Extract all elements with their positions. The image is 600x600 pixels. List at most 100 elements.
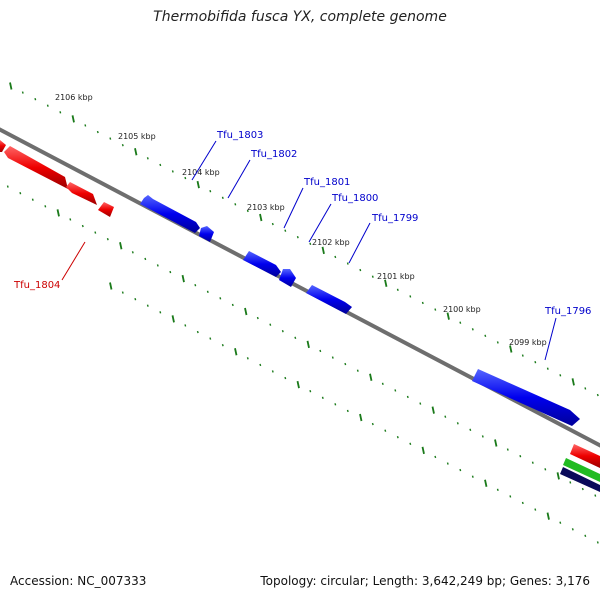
tick-mark bbox=[356, 369, 359, 372]
forward-genes bbox=[140, 195, 580, 426]
gene-arrow-tfu-1796[interactable] bbox=[472, 369, 580, 426]
gene-label-tfu-1796[interactable]: Tfu_1796 bbox=[544, 306, 591, 317]
tick-mark bbox=[184, 324, 187, 327]
tick-mark bbox=[231, 303, 234, 307]
tick-mark bbox=[484, 479, 488, 487]
tick-mark bbox=[559, 521, 562, 524]
tick-mark bbox=[584, 534, 587, 538]
leader-line bbox=[348, 222, 371, 264]
tick-mark bbox=[146, 157, 149, 160]
tick-mark bbox=[284, 376, 287, 380]
tick-mark bbox=[196, 180, 200, 189]
leader-line bbox=[61, 241, 86, 281]
tick-mark bbox=[171, 170, 174, 173]
tick-mark bbox=[134, 297, 137, 301]
tick-mark bbox=[69, 218, 72, 221]
tick-mark bbox=[334, 403, 337, 406]
tick-mark bbox=[459, 468, 462, 472]
gene-label-tfu-1804[interactable]: Tfu_1804 bbox=[13, 280, 60, 291]
feature-green[interactable] bbox=[563, 458, 600, 482]
tick-mark bbox=[181, 274, 185, 283]
other-features bbox=[560, 458, 600, 492]
tick-mark bbox=[359, 413, 363, 422]
tick-mark bbox=[496, 341, 499, 344]
gene-arrow-reverse[interactable] bbox=[0, 140, 6, 152]
gene-arrow-tfu-1803[interactable] bbox=[140, 195, 200, 233]
tick-mark bbox=[296, 236, 299, 239]
tick-mark bbox=[44, 205, 47, 208]
tick-mark bbox=[359, 268, 362, 272]
tick-mark bbox=[119, 242, 123, 250]
tick-mark bbox=[71, 115, 75, 123]
tick-mark bbox=[56, 209, 60, 217]
tick-mark bbox=[371, 422, 374, 426]
tick-mark bbox=[106, 237, 109, 241]
tick-mark bbox=[446, 312, 450, 320]
tick-mark bbox=[344, 362, 347, 366]
tick-mark bbox=[546, 512, 550, 520]
kbp-label: 2105 kbp bbox=[118, 132, 156, 141]
tick-mark bbox=[384, 279, 388, 287]
tick-mark bbox=[431, 406, 435, 414]
feature-navy[interactable] bbox=[560, 467, 600, 492]
gene-label-tfu-1800[interactable]: Tfu_1800 bbox=[331, 193, 378, 204]
gene-arrow-tfu-1804[interactable] bbox=[66, 182, 97, 205]
gene-label-tfu-1803[interactable]: Tfu_1803 bbox=[216, 130, 263, 141]
tick-mark bbox=[434, 308, 437, 311]
kbp-label: 2106 kbp bbox=[55, 93, 93, 102]
gene-arrow-reverse[interactable] bbox=[4, 146, 68, 189]
tick-mark bbox=[269, 323, 272, 326]
tick-mark bbox=[131, 251, 134, 254]
tick-mark bbox=[321, 246, 325, 255]
tick-mark bbox=[421, 446, 425, 455]
tick-mark bbox=[396, 288, 399, 292]
tick-mark bbox=[469, 428, 472, 432]
tick-mark bbox=[6, 185, 9, 188]
kbp-label: 2103 kbp bbox=[247, 203, 285, 212]
tick-mark bbox=[371, 275, 374, 278]
tick-mark bbox=[409, 442, 412, 446]
tick-mark bbox=[571, 378, 575, 386]
tick-mark bbox=[256, 316, 259, 320]
tick-mark bbox=[284, 229, 287, 232]
tick-mark bbox=[9, 82, 13, 90]
tick-mark bbox=[81, 224, 84, 228]
tick-mark bbox=[421, 301, 424, 305]
gene-arrow-tfu-1801[interactable] bbox=[243, 251, 281, 277]
tick-mark bbox=[219, 297, 222, 300]
tick-mark bbox=[209, 189, 212, 193]
tick-mark bbox=[571, 528, 574, 531]
tick-mark bbox=[21, 91, 24, 94]
accession-text: Accession: NC_007333 bbox=[10, 574, 147, 588]
tick-mark bbox=[209, 337, 212, 340]
tick-mark bbox=[534, 508, 537, 511]
tick-mark bbox=[321, 396, 324, 399]
tick-mark bbox=[159, 311, 162, 314]
tick-mark bbox=[471, 328, 474, 331]
gene-labels: Tfu_1803 Tfu_1802 Tfu_1801 Tfu_1800 Tfu_… bbox=[13, 130, 591, 361]
tick-mark bbox=[259, 363, 262, 367]
tick-mark bbox=[294, 336, 297, 340]
tick-mark bbox=[121, 143, 124, 147]
tick-mark bbox=[484, 334, 487, 338]
tick-mark bbox=[456, 422, 459, 425]
tick-mark bbox=[171, 315, 175, 323]
tick-mark bbox=[319, 349, 322, 353]
tick-mark bbox=[221, 196, 224, 199]
gene-arrow-reverse[interactable] bbox=[570, 444, 600, 468]
gene-label-tfu-1802[interactable]: Tfu_1802 bbox=[250, 149, 297, 160]
gene-arrow-tfu-1799[interactable] bbox=[306, 285, 352, 314]
tick-mark bbox=[221, 343, 224, 347]
tick-mark bbox=[309, 389, 312, 393]
kbp-label: 2099 kbp bbox=[509, 338, 547, 347]
tick-mark bbox=[234, 348, 238, 356]
gene-arrow-tfu-1802[interactable] bbox=[199, 226, 214, 242]
leader-line bbox=[544, 317, 557, 361]
tick-mark bbox=[244, 307, 248, 316]
tick-mark bbox=[534, 360, 537, 364]
tick-mark bbox=[346, 409, 349, 413]
gene-arrow-tfu-1800[interactable] bbox=[279, 269, 296, 287]
gene-label-tfu-1799[interactable]: Tfu_1799 bbox=[371, 213, 418, 224]
gene-label-tfu-1801[interactable]: Tfu_1801 bbox=[303, 177, 350, 188]
gene-arrow-reverse[interactable] bbox=[98, 202, 114, 217]
